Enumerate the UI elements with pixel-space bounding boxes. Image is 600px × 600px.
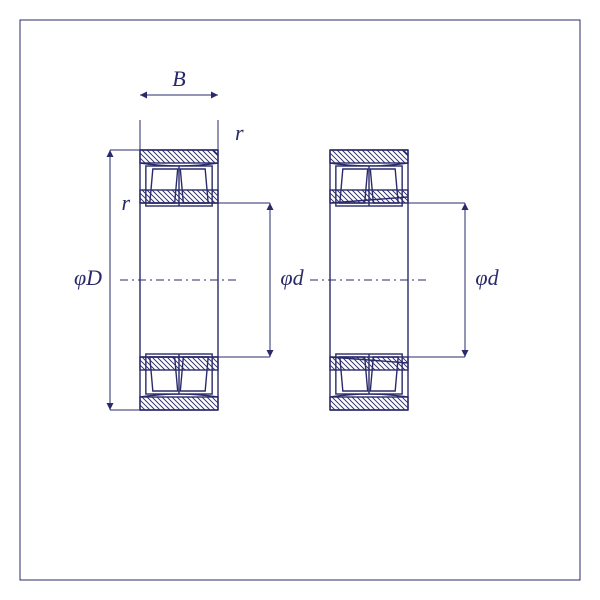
label-r-top: r	[235, 120, 244, 145]
drawing-frame	[20, 20, 580, 580]
label-phid-2: φd	[475, 265, 499, 290]
label-phiD: φD	[74, 265, 102, 290]
label-phid-1: φd	[280, 265, 304, 290]
label-B: B	[172, 66, 185, 91]
label-r-left: r	[121, 190, 130, 215]
